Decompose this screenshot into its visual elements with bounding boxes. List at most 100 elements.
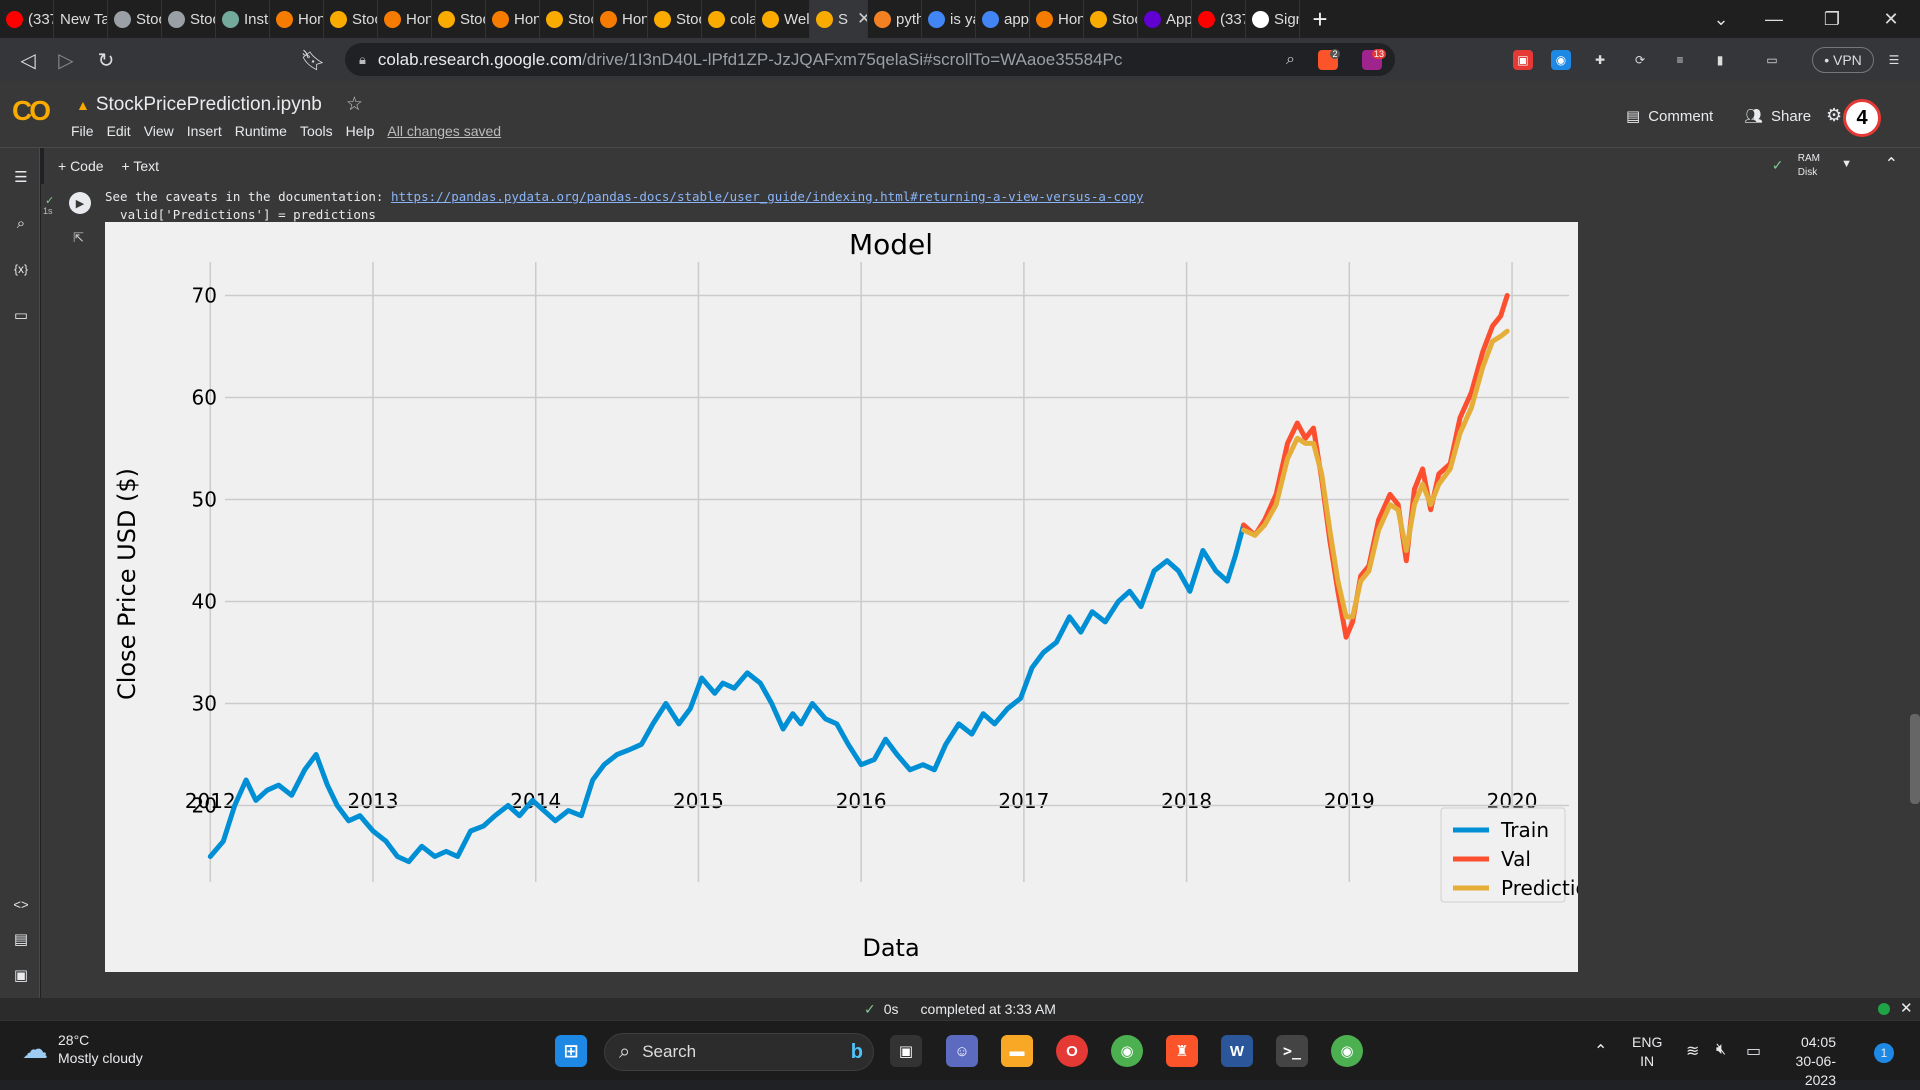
extensions-puzzle-icon[interactable]: ✚: [1594, 53, 1606, 67]
zoom-icon[interactable]: ⌕: [1286, 50, 1295, 68]
terminal-app-icon[interactable]: >_: [1276, 1035, 1308, 1067]
comment-button[interactable]: ▤ Comment: [1626, 107, 1713, 126]
tray-overflow-icon[interactable]: ⌃: [1594, 1043, 1608, 1060]
file-explorer-icon[interactable]: ▬: [1001, 1035, 1033, 1067]
menu-item-edit[interactable]: Edit: [106, 123, 131, 139]
browser-tab[interactable]: Stoc: [1084, 0, 1138, 38]
browser-tab[interactable]: S✕: [810, 0, 868, 38]
sync-icon[interactable]: ⟳: [1634, 53, 1646, 67]
save-status[interactable]: All changes saved: [387, 123, 502, 139]
notebook-name[interactable]: StockPricePrediction.ipynb: [95, 93, 322, 115]
collapse-header-icon[interactable]: ⌃: [1884, 156, 1898, 173]
browser-tab[interactable]: New Tab: [54, 0, 108, 38]
arc-icon: [492, 10, 509, 28]
run-cell-button[interactable]: ▶: [69, 192, 91, 214]
browser-tab[interactable]: Stoc: [648, 0, 702, 38]
sidebar-icon[interactable]: ▮: [1716, 53, 1724, 67]
teams-chat-icon[interactable]: ☺: [946, 1035, 978, 1067]
add-text-button[interactable]: + Text: [121, 158, 160, 174]
taskbar-search[interactable]: ⌕ Search b: [604, 1033, 874, 1071]
browser-tab[interactable]: (337: [0, 0, 54, 38]
variables-icon[interactable]: {x}: [13, 262, 28, 276]
runtime-dropdown-icon[interactable]: ▼: [1841, 158, 1852, 170]
browser-tab[interactable]: is ya: [922, 0, 976, 38]
windows-start-icon[interactable]: ⊞: [555, 1035, 587, 1067]
chrome-profile-icon[interactable]: ◉: [1331, 1035, 1363, 1067]
brave-browser-icon[interactable]: ♜: [1166, 1035, 1198, 1067]
browser-tab[interactable]: Stoc: [540, 0, 594, 38]
vpn-button[interactable]: • VPN: [1812, 47, 1874, 73]
close-window-icon[interactable]: ✕: [1883, 8, 1899, 29]
notification-count-badge[interactable]: 4: [1843, 99, 1881, 137]
new-tab-button[interactable]: +: [1312, 3, 1328, 34]
browser-tab[interactable]: Hon: [594, 0, 648, 38]
browser-tab[interactable]: Hon: [270, 0, 324, 38]
browser-tab[interactable]: Stoc: [432, 0, 486, 38]
output-actions-icon[interactable]: ⇱: [73, 230, 84, 245]
settings-gear-icon[interactable]: ⚙: [1826, 105, 1843, 125]
browser-tab[interactable]: Stoc: [324, 0, 378, 38]
command-palette-icon[interactable]: ▤: [13, 931, 29, 948]
browser-tab[interactable]: Insta: [216, 0, 270, 38]
minimize-icon[interactable]: —: [1765, 8, 1783, 29]
share-button[interactable]: 👥︎ Share: [1744, 107, 1811, 126]
browser-tab[interactable]: app: [976, 0, 1030, 38]
browser-tab[interactable]: Stoc: [108, 0, 162, 38]
weather-widget[interactable]: ☁ 28°C Mostly cloudy: [22, 1031, 143, 1067]
menu-item-view[interactable]: View: [143, 123, 174, 139]
extension-red-icon[interactable]: ▣: [1513, 50, 1533, 70]
restore-icon[interactable]: ❐: [1823, 8, 1841, 29]
browser-tab[interactable]: Hon: [378, 0, 432, 38]
wallet-icon[interactable]: ▭: [1766, 53, 1778, 67]
opera-icon[interactable]: O: [1056, 1035, 1088, 1067]
terminal-icon[interactable]: ▣: [13, 967, 29, 984]
search-icon[interactable]: ⌕: [16, 214, 26, 232]
add-code-button[interactable]: + Code: [58, 158, 104, 174]
browser-tab[interactable]: cola: [702, 0, 756, 38]
chrome-icon[interactable]: ◉: [1111, 1035, 1143, 1067]
notebook-scrollbar[interactable]: [1910, 714, 1920, 804]
browser-tab[interactable]: App: [1138, 0, 1192, 38]
browser-tab[interactable]: (337: [1192, 0, 1246, 38]
bookmark-icon[interactable]: 🔖︎: [300, 49, 326, 72]
star-icon[interactable]: ☆: [345, 94, 363, 115]
forward-icon[interactable]: ▷: [58, 49, 74, 72]
tab-search-icon[interactable]: ⌄: [1713, 8, 1729, 29]
close-tab-icon[interactable]: ✕: [857, 9, 867, 29]
menu-item-tools[interactable]: Tools: [299, 123, 333, 139]
notebook-title[interactable]: ▲ StockPricePrediction.ipynb ☆: [76, 93, 363, 116]
menu-icon[interactable]: ☰: [1888, 53, 1900, 67]
menu-item-insert[interactable]: Insert: [186, 123, 222, 139]
browser-tab[interactable]: Stoc: [162, 0, 216, 38]
browser-tab[interactable]: pyth: [868, 0, 922, 38]
brave-rewards-icon[interactable]: 13: [1362, 49, 1386, 70]
browser-tab[interactable]: Hon: [1030, 0, 1084, 38]
browser-tab[interactable]: Wel: [756, 0, 810, 38]
table-of-contents-icon[interactable]: ☰: [14, 169, 28, 186]
extension-blue-icon[interactable]: ◉: [1551, 50, 1571, 70]
brave-shield-icon[interactable]: 2: [1318, 49, 1340, 70]
reload-icon[interactable]: ↻: [97, 49, 115, 72]
playlist-icon[interactable]: ≡: [1676, 53, 1684, 67]
files-folder-icon[interactable]: ▭: [13, 307, 29, 324]
close-status-icon[interactable]: ✕: [1900, 1000, 1913, 1017]
battery-icon[interactable]: ▭: [1746, 1043, 1762, 1060]
word-icon[interactable]: W: [1221, 1035, 1253, 1067]
menu-item-runtime[interactable]: Runtime: [234, 123, 287, 139]
menu-item-file[interactable]: File: [71, 123, 94, 139]
colab-logo[interactable]: CO: [12, 95, 51, 126]
menu-item-help[interactable]: Help: [345, 123, 375, 139]
ram-disk-indicator[interactable]: ✓ RAM Disk: [1772, 152, 1820, 180]
back-icon[interactable]: ◁: [20, 49, 36, 72]
wifi-icon[interactable]: ≋: [1686, 1043, 1700, 1060]
code-snippets-icon[interactable]: <>: [13, 896, 29, 912]
address-bar[interactable]: 🔒︎ colab.research.google.com/drive/1I3nD…: [345, 43, 1395, 76]
task-view-icon[interactable]: ▣: [890, 1035, 922, 1067]
notification-badge[interactable]: 1: [1874, 1043, 1894, 1063]
pandas-docs-link[interactable]: https://pandas.pydata.org/pandas-docs/st…: [390, 189, 1144, 204]
browser-tab[interactable]: Sign: [1246, 0, 1300, 38]
taskbar-clock[interactable]: 04:05 30-06-2023: [1766, 1033, 1836, 1090]
language-indicator[interactable]: ENG IN: [1632, 1033, 1662, 1071]
volume-muted-icon[interactable]: 🔇︎: [1716, 1041, 1727, 1058]
browser-tab[interactable]: Hon: [486, 0, 540, 38]
